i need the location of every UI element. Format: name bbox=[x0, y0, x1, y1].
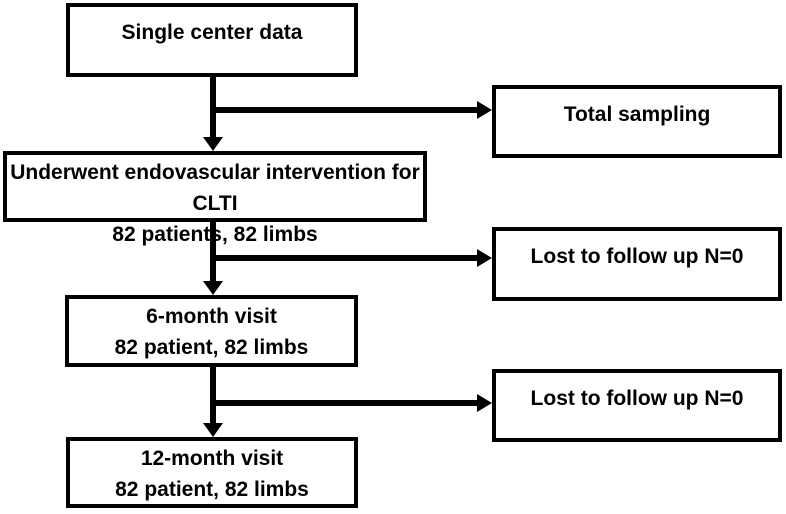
connector-to-total-sampling-line bbox=[211, 107, 477, 113]
connector-to-lost-followup-1-arrowhead-icon bbox=[477, 249, 492, 267]
node-6-month-visit: 6-month visit 82 patient, 82 limbs bbox=[65, 295, 358, 367]
connector-underwent-to-6month-arrowhead-icon bbox=[203, 281, 223, 295]
connector-to-total-sampling-arrowhead-icon bbox=[477, 101, 492, 119]
node-12-month-visit-line2: 82 patient, 82 limbs bbox=[115, 478, 309, 501]
connector-single-to-underwent-arrowhead-icon bbox=[203, 137, 223, 151]
node-total-sampling-label: Total sampling bbox=[563, 103, 711, 126]
node-12-month-visit-line1: 12-month visit bbox=[140, 447, 284, 470]
node-6-month-visit-line2: 82 patient, 82 limbs bbox=[114, 336, 309, 359]
node-underwent-intervention-line1: Underwent endovascular intervention for … bbox=[10, 161, 420, 215]
connector-6month-to-12month-arrowhead-icon bbox=[203, 423, 223, 437]
node-underwent-intervention: Underwent endovascular intervention for … bbox=[3, 151, 427, 246]
connector-underwent-to-6month-line bbox=[210, 222, 216, 282]
connector-to-lost-followup-2-line bbox=[211, 400, 477, 406]
connector-to-lost-followup-2-arrowhead-icon bbox=[477, 394, 492, 412]
node-6-month-visit-line1: 6-month visit bbox=[146, 305, 277, 328]
node-single-center-data-label: Single center data bbox=[121, 21, 303, 44]
connector-to-lost-followup-1-line bbox=[211, 255, 477, 261]
node-lost-to-followup-2-label: Lost to follow up N=0 bbox=[530, 387, 744, 410]
node-lost-to-followup-1-label: Lost to follow up N=0 bbox=[530, 245, 744, 268]
node-total-sampling: Total sampling bbox=[492, 85, 782, 158]
node-lost-to-followup-1: Lost to follow up N=0 bbox=[492, 227, 782, 301]
node-lost-to-followup-2: Lost to follow up N=0 bbox=[492, 369, 782, 442]
node-single-center-data: Single center data bbox=[66, 3, 358, 77]
connector-6month-to-12month-line bbox=[210, 367, 216, 424]
node-12-month-visit: 12-month visit 82 patient, 82 limbs bbox=[66, 437, 358, 508]
